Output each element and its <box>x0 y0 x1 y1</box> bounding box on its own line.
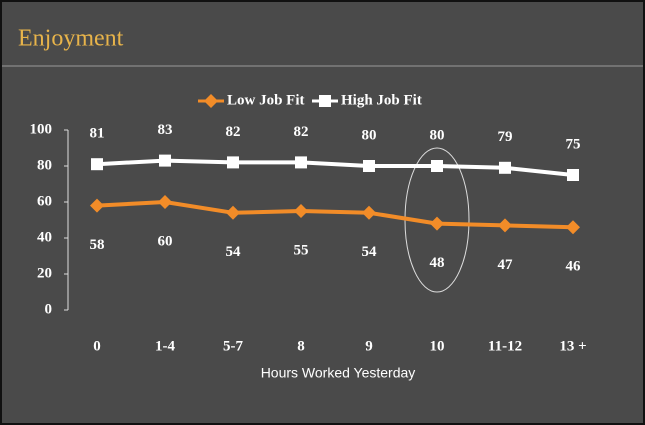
x-tick-label: 0 <box>93 338 101 354</box>
y-tick-label: 100 <box>30 121 53 137</box>
data-label: 75 <box>566 136 581 152</box>
data-label: 46 <box>566 259 582 275</box>
series-line <box>96 158 574 177</box>
square-marker <box>159 154 171 167</box>
legend-diamond <box>204 94 218 108</box>
x-tick-label: 10 <box>430 338 445 354</box>
chart-title: Enjoyment <box>18 26 124 52</box>
square-marker <box>91 158 103 171</box>
square-marker <box>295 156 307 169</box>
data-label: 80 <box>362 127 377 143</box>
legend-square <box>319 95 331 107</box>
y-tick-label: 80 <box>37 157 52 173</box>
data-label: 55 <box>294 242 309 258</box>
square-marker <box>567 169 579 181</box>
x-tick-label: 8 <box>297 338 305 354</box>
x-tick-label: 5-7 <box>223 338 243 354</box>
data-label: 48 <box>430 255 445 271</box>
series-line <box>96 199 574 230</box>
y-tick-label: 0 <box>45 301 53 317</box>
diamond-marker <box>226 205 240 220</box>
data-label: 81 <box>90 126 105 142</box>
y-tick-label: 40 <box>37 229 52 245</box>
square-marker <box>227 156 239 169</box>
diamond-marker <box>362 205 376 220</box>
data-label: 47 <box>498 257 514 273</box>
legend-label: High Job Fit <box>341 92 422 108</box>
data-label: 83 <box>158 122 173 138</box>
data-label: 80 <box>430 127 445 143</box>
y-tick-label: 60 <box>37 193 52 209</box>
x-axis-label: Hours Worked Yesterday <box>261 365 416 381</box>
x-tick-label: 9 <box>365 338 373 354</box>
data-label: 54 <box>226 244 242 260</box>
data-label: 79 <box>498 129 513 145</box>
data-label: 58 <box>90 237 105 253</box>
legend-label: Low Job Fit <box>227 92 305 108</box>
square-marker <box>431 160 443 172</box>
square-marker <box>499 161 511 174</box>
data-label: 54 <box>362 244 378 260</box>
diamond-marker <box>158 195 172 209</box>
y-tick-label: 20 <box>37 265 52 281</box>
data-label: 82 <box>226 124 241 140</box>
diamond-marker <box>90 198 104 213</box>
diamond-marker <box>566 220 580 235</box>
diamond-marker <box>498 218 512 233</box>
x-tick-label: 11-12 <box>488 338 522 354</box>
data-label: 82 <box>294 124 309 140</box>
square-marker <box>363 160 375 172</box>
x-tick-label: 1-4 <box>155 338 175 354</box>
diamond-marker <box>294 204 308 218</box>
x-tick-label: 13 + <box>559 338 586 354</box>
diamond-marker <box>430 216 444 231</box>
data-label: 60 <box>158 233 173 249</box>
